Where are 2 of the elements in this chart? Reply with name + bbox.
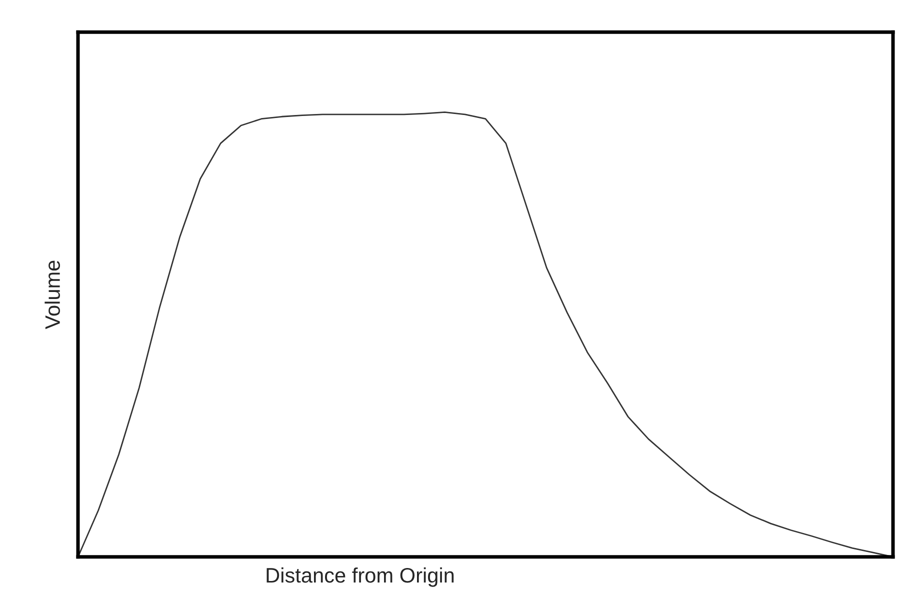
x-axis-title: Distance from Origin [266,567,454,587]
y-axis-title: Volume [44,260,60,330]
